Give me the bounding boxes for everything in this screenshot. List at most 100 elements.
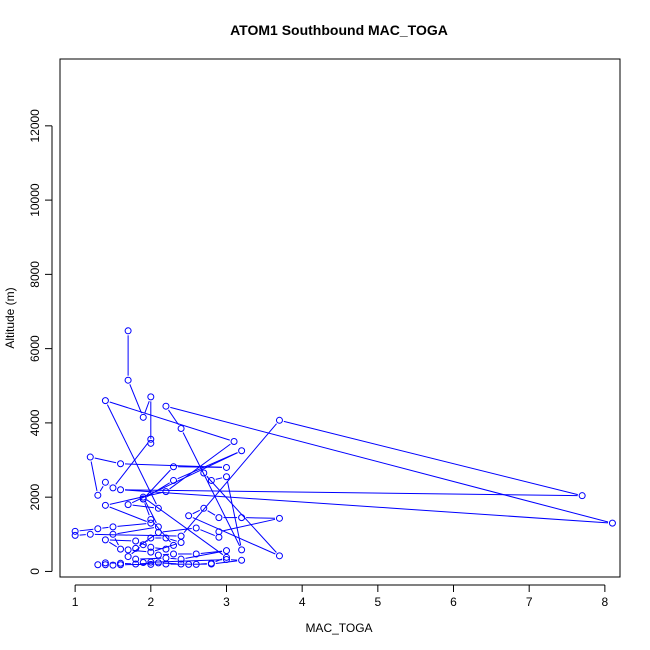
data-point [124, 546, 132, 554]
data-point [177, 424, 185, 432]
series-segment [183, 423, 277, 534]
data-point [139, 413, 147, 421]
data-point [71, 531, 79, 539]
data-point [238, 556, 246, 564]
data-point [207, 559, 215, 567]
data-point [132, 560, 140, 568]
series-segment [117, 527, 155, 535]
data-point [71, 527, 79, 535]
data-point [177, 538, 185, 546]
y-tick-label: 2000 [28, 483, 42, 510]
data-point [139, 541, 147, 549]
data-point [170, 476, 178, 484]
series-segment [200, 529, 215, 537]
data-point [109, 484, 117, 492]
series-segment [144, 400, 150, 414]
data-point [109, 561, 117, 569]
data-point [147, 439, 155, 447]
series-segment [109, 492, 162, 505]
series-segment [146, 499, 224, 556]
data-point [222, 547, 230, 555]
data-point [147, 558, 155, 566]
data-point [275, 416, 283, 424]
data-point [94, 525, 102, 533]
series-segment [102, 526, 109, 529]
data-point [124, 553, 132, 561]
series-segment [170, 538, 177, 542]
series-segment [144, 503, 150, 516]
data-point [147, 519, 155, 527]
data-point [132, 555, 140, 563]
data-point [132, 537, 140, 545]
data-point [101, 478, 109, 486]
data-point [147, 560, 155, 568]
series-segment [79, 528, 94, 532]
data-point [177, 555, 185, 563]
data-point [238, 514, 246, 522]
data-point [275, 514, 283, 522]
data-point [147, 435, 155, 443]
series-segment [155, 547, 162, 550]
series-segment [109, 539, 132, 542]
series-segment [129, 384, 143, 414]
data-point [162, 488, 170, 496]
series-segment [147, 559, 223, 563]
data-point [170, 463, 178, 471]
y-tick-label: 8000 [28, 261, 42, 288]
data-point [117, 486, 125, 494]
plot-frame [59, 58, 621, 578]
data-point [170, 550, 178, 558]
y-tick-label: 4000 [28, 409, 42, 436]
x-tick-label: 8 [602, 595, 609, 609]
data-point [139, 559, 147, 567]
data-point [200, 504, 208, 512]
series-segment [153, 522, 171, 543]
series-segment [154, 543, 177, 552]
series-segment [215, 477, 223, 480]
data-point [275, 552, 283, 560]
series-segment [115, 442, 149, 485]
data-point [192, 524, 200, 532]
data-point [207, 476, 215, 484]
data-point [86, 453, 94, 461]
data-point [117, 545, 125, 553]
data-point [230, 437, 238, 445]
y-axis-label: Altitude (m) [3, 287, 17, 348]
series-segment [153, 557, 156, 560]
chart-title: ATOM1 Southbound MAC_TOGA [230, 22, 448, 38]
data-point [177, 560, 185, 568]
data-point [117, 460, 125, 468]
data-point [147, 548, 155, 556]
data-point [185, 512, 193, 520]
y-tick-label: 6000 [28, 335, 42, 362]
y-axis: 0 2000 4000 6000 8000 10000 12000 [28, 109, 53, 575]
data-point [215, 514, 223, 522]
data-point [101, 561, 109, 569]
x-tick-label: 6 [450, 595, 457, 609]
data-point [101, 536, 109, 544]
series-segment [207, 510, 216, 516]
x-axis-label: MAC_TOGA [305, 621, 372, 635]
x-tick-label: 4 [299, 595, 306, 609]
x-tick-label: 3 [223, 595, 230, 609]
data-point [132, 544, 140, 552]
series-points [71, 327, 616, 569]
data-point [124, 376, 132, 384]
data-point [117, 559, 125, 567]
series-segment [168, 409, 179, 426]
series-segment [170, 406, 609, 523]
data-point [154, 559, 162, 567]
data-point [215, 533, 223, 541]
y-tick-label: 12000 [28, 109, 42, 143]
series-segment [226, 481, 242, 546]
data-point [109, 530, 117, 538]
series-segment [140, 562, 154, 565]
data-point [162, 560, 170, 568]
series-segment [109, 401, 230, 441]
data-point [154, 523, 162, 531]
series-segment [162, 562, 177, 565]
data-point [154, 551, 162, 559]
data-point [86, 530, 94, 538]
series-segment [132, 549, 147, 553]
